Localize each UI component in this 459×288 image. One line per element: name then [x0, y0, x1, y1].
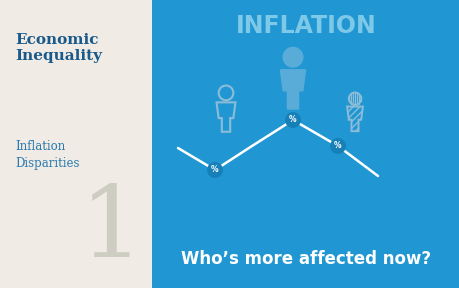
Text: %: %	[211, 166, 218, 175]
Text: INFLATION: INFLATION	[235, 14, 375, 38]
Text: %: %	[289, 115, 296, 124]
Circle shape	[329, 138, 345, 154]
Circle shape	[283, 48, 302, 67]
Text: Inflation
Disparities: Inflation Disparities	[15, 140, 79, 170]
Polygon shape	[280, 70, 305, 109]
Text: Who’s more affected now?: Who’s more affected now?	[180, 250, 430, 268]
Text: %: %	[333, 141, 341, 151]
Bar	[151, 0, 459, 288]
Circle shape	[285, 112, 300, 128]
Circle shape	[207, 162, 223, 178]
Text: 1: 1	[80, 182, 144, 278]
Bar	[0, 0, 151, 288]
Text: Economic
Inequality: Economic Inequality	[15, 33, 102, 63]
